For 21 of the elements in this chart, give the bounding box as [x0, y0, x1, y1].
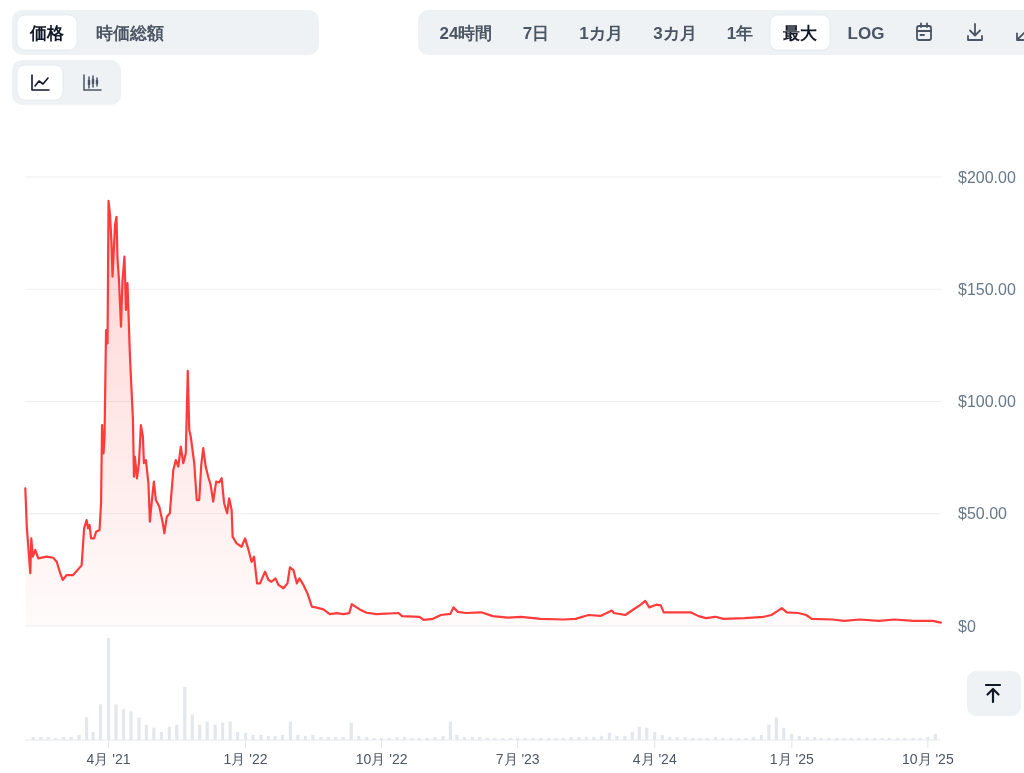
x-tick-label: 10月 '25 [901, 751, 954, 767]
y-tick-label: $0 [958, 617, 976, 635]
button-label: 7日 [522, 24, 550, 43]
x-tick-label: 7月 '23 [495, 751, 540, 767]
x-tick-label: 10月 '22 [355, 751, 408, 767]
button-label: 最大 [783, 24, 817, 43]
button-label: 1カ月 [579, 24, 623, 43]
x-tick-label: 1月 '22 [223, 751, 268, 767]
button-label: 価格 [30, 24, 64, 43]
y-tick-label: $200.00 [958, 168, 1016, 186]
button-label: LOG [847, 24, 885, 43]
button-label: 24時間 [439, 24, 493, 43]
button-label: 時価総額 [96, 24, 164, 43]
y-tick-label: $150.00 [958, 280, 1016, 298]
y-tick-label: $100.00 [958, 393, 1016, 410]
x-tick-label: 4月 '24 [632, 751, 677, 767]
button-label: 3カ月 [653, 24, 697, 43]
button-label: 1年 [726, 24, 754, 43]
y-tick-label: $50.00 [958, 505, 1008, 523]
x-tick-label: 4月 '21 [86, 751, 131, 767]
x-tick-label: 1月 '25 [769, 751, 814, 767]
